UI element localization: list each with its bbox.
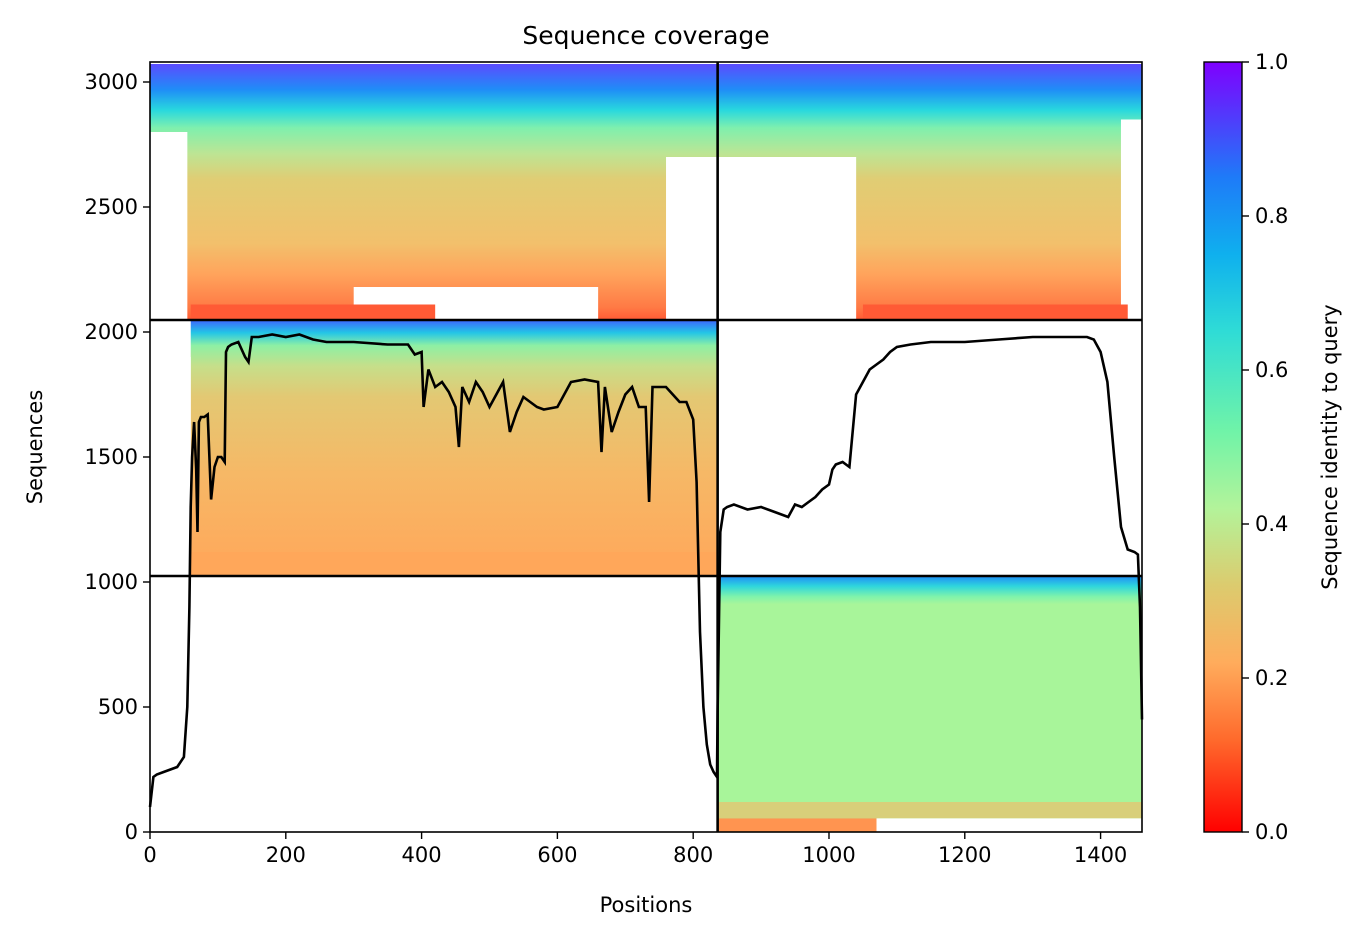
y-axis-ticks: 0 500 1000 1500 2000 2500 3000: [85, 70, 150, 844]
identity-strip-1: [717, 818, 877, 832]
heatmap-blocks: [150, 64, 1142, 832]
coverage-gap-3: [717, 157, 857, 320]
x-axis-label: Positions: [600, 893, 693, 917]
y-axis-label: Sequences: [23, 390, 47, 505]
plot-frame: [149, 61, 1143, 833]
y-tick-label: 2500: [85, 195, 138, 219]
x-tick-label: 200: [266, 843, 306, 867]
chart-title: Sequence coverage: [522, 21, 769, 50]
y-tick-label: 3000: [85, 70, 138, 94]
identity-strip-3: [717, 802, 1142, 819]
x-tick-label: 400: [402, 843, 442, 867]
block-1-1: [190, 320, 718, 576]
coverage-line: [148, 333, 1144, 808]
x-tick-label: 0: [143, 843, 156, 867]
colorbar-tick-label: 0.8: [1255, 204, 1288, 228]
coverage-gap-4: [1120, 119, 1142, 320]
coverage-gap-2: [666, 157, 718, 320]
x-tick-label: 600: [537, 843, 577, 867]
colorbar-tick-label: 0.6: [1255, 358, 1288, 382]
colorbar: [1203, 61, 1243, 833]
colorbar-tick-label: 0.2: [1255, 666, 1288, 690]
identity-strip-4: [190, 304, 436, 320]
identity-strip-0: [190, 552, 718, 576]
identity-strip-5: [862, 304, 1128, 320]
x-tick-label: 1400: [1074, 843, 1127, 867]
y-tick-label: 2000: [85, 320, 138, 344]
y-tick-label: 1500: [85, 445, 138, 469]
x-tick-label: 1000: [802, 843, 855, 867]
y-tick-label: 0: [125, 820, 138, 844]
coverage-gap-0: [150, 132, 188, 320]
x-tick-label: 800: [673, 843, 713, 867]
y-tick-label: 500: [98, 695, 138, 719]
coverage-gap-1: [150, 357, 191, 576]
colorbar-tick-label: 1.0: [1255, 50, 1288, 74]
block-1-2: [150, 64, 718, 320]
colorbar-tick-label: 0.4: [1255, 512, 1288, 536]
x-axis-ticks: 0 200 400 600 800 1000 1200 1400: [143, 832, 1127, 867]
colorbar-tick-label: 0.0: [1255, 820, 1288, 844]
block-2-1: [717, 576, 1142, 832]
x-tick-label: 1200: [938, 843, 991, 867]
y-tick-label: 1000: [85, 570, 138, 594]
colorbar-label: Sequence identity to query: [1318, 304, 1342, 589]
colorbar-ticks: 0.0 0.2 0.4 0.6 0.8 1.0: [1242, 50, 1288, 844]
identity-strip-2: [876, 818, 1142, 832]
